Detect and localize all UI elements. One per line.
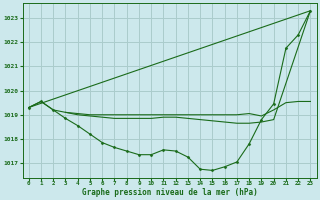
X-axis label: Graphe pression niveau de la mer (hPa): Graphe pression niveau de la mer (hPa) xyxy=(82,188,258,197)
